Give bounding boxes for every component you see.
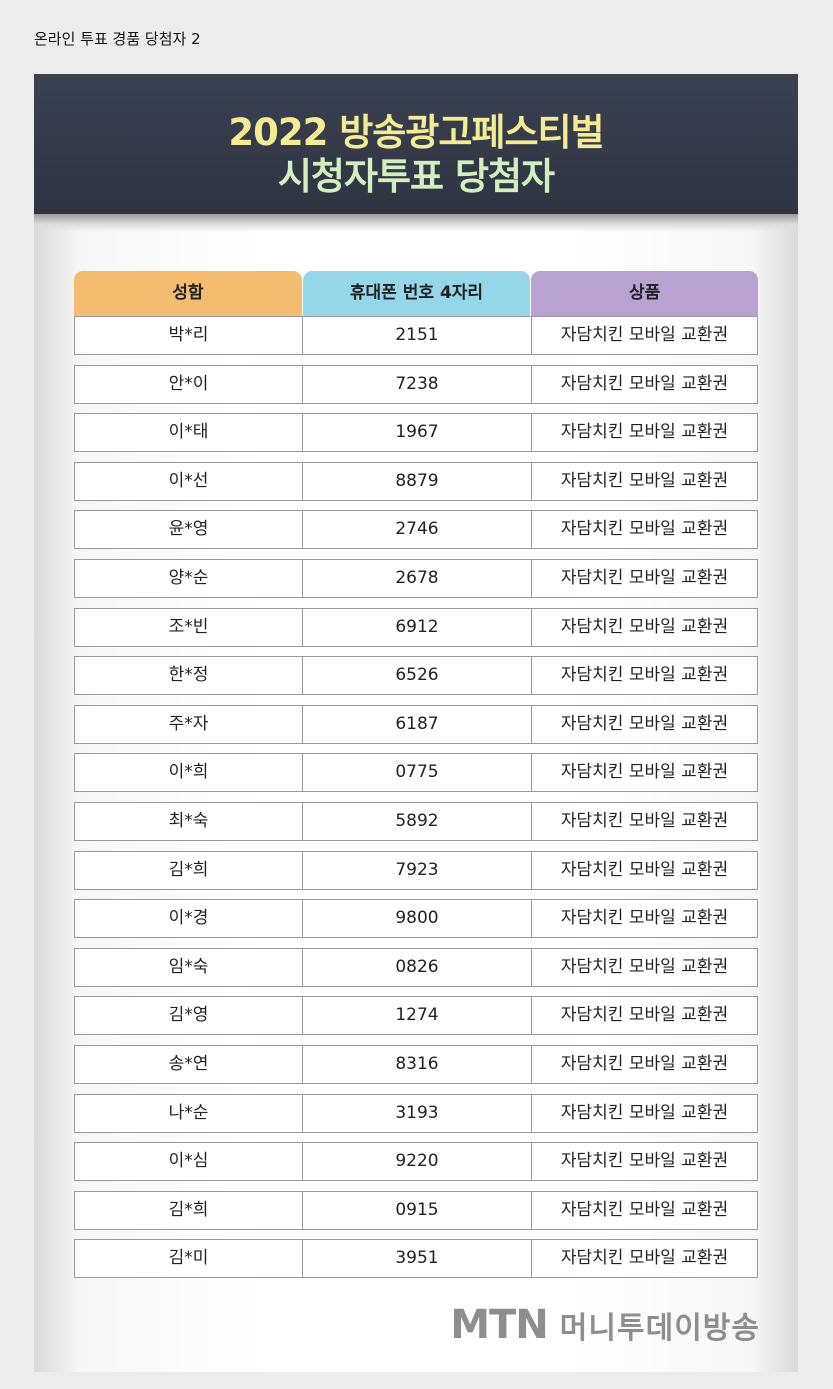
cell-phone: 2678 [303, 559, 532, 597]
table-row: 임*숙 0826 자담치킨 모바일 교환권 [74, 947, 758, 987]
cell-name: 조*빈 [75, 608, 303, 646]
cell-phone: 6187 [303, 705, 532, 743]
cell-phone: 8879 [303, 462, 532, 500]
table-row: 송*연 8316 자담치킨 모바일 교환권 [74, 1044, 758, 1084]
cell-name: 박*리 [75, 317, 303, 354]
table-row: 한*정 6526 자담치킨 모바일 교환권 [74, 656, 758, 696]
cell-phone: 7238 [303, 365, 532, 403]
cell-phone: 6912 [303, 608, 532, 646]
cell-phone: 2746 [303, 511, 532, 549]
cell-prize: 자담치킨 모바일 교환권 [560, 1248, 729, 1269]
table-row: 조*빈 6912 자담치킨 모바일 교환권 [74, 607, 758, 647]
table-row: 이*경 9800 자담치킨 모바일 교환권 [74, 899, 758, 939]
cell-name: 이*희 [75, 754, 303, 792]
winners-card: 2022 방송광고페스티벌 시청자투표 당첨자 성함 휴대폰 번호 4자리 상품… [34, 74, 798, 1372]
cell-phone: 0775 [303, 754, 532, 792]
cell-name: 한*정 [75, 657, 303, 695]
banner-title-line2: 시청자투표 당첨자 [277, 155, 555, 198]
cell-phone: 1274 [303, 997, 532, 1035]
cell-prize: 자담치킨 모바일 교환권 [560, 1151, 729, 1172]
cell-name: 이*선 [75, 462, 303, 500]
cell-name: 나*순 [75, 1094, 303, 1132]
cell-name: 이*심 [75, 1143, 303, 1181]
cell-phone: 0826 [303, 948, 532, 986]
cell-phone: 8316 [303, 1045, 532, 1083]
cell-name: 김*희 [75, 851, 303, 889]
cell-name: 주*자 [75, 705, 303, 743]
cell-phone: 7923 [303, 851, 532, 889]
table-row: 김*영 1274 자담치킨 모바일 교환권 [74, 996, 758, 1036]
cell-phone: 5892 [303, 802, 532, 840]
cell-prize: 자담치킨 모바일 교환권 [560, 713, 729, 734]
cell-name: 김*미 [75, 1240, 303, 1278]
table-row: 이*심 9220 자담치킨 모바일 교환권 [74, 1142, 758, 1182]
mtn-brand-logo: MTN 머니투데이방송 [450, 1302, 760, 1348]
header-prize: 상품 [531, 271, 759, 316]
cell-phone: 9800 [303, 900, 532, 938]
brand-name: 머니투데이방송 [559, 1311, 760, 1346]
cell-prize: 자담치킨 모바일 교환권 [560, 859, 729, 880]
cell-name: 송*연 [75, 1045, 303, 1083]
table-row: 최*숙 5892 자담치킨 모바일 교환권 [74, 801, 758, 841]
cell-phone: 1967 [303, 414, 532, 452]
cell-prize: 자담치킨 모바일 교환권 [560, 325, 729, 345]
cell-prize: 자담치킨 모바일 교환권 [560, 567, 729, 588]
table-row: 김*희 7923 자담치킨 모바일 교환권 [74, 850, 758, 890]
table-row: 이*선 8879 자담치킨 모바일 교환권 [74, 461, 758, 501]
cell-name: 이*태 [75, 414, 303, 452]
cell-prize: 자담치킨 모바일 교환권 [560, 762, 729, 783]
table-row: 주*자 6187 자담치킨 모바일 교환권 [74, 704, 758, 744]
table-row: 박*리 2151 자담치킨 모바일 교환권 [74, 316, 758, 355]
cell-prize: 자담치킨 모바일 교환권 [560, 908, 729, 929]
table-row: 이*태 1967 자담치킨 모바일 교환권 [74, 413, 758, 453]
cell-prize: 자담치킨 모바일 교환권 [560, 616, 729, 637]
brand-logo-text: MTN [450, 1302, 549, 1348]
table-row: 김*희 0915 자담치킨 모바일 교환권 [74, 1190, 758, 1230]
cell-phone: 0915 [303, 1191, 532, 1229]
table-row: 김*미 3951 자담치킨 모바일 교환권 [74, 1239, 758, 1279]
header-phone: 휴대폰 번호 4자리 [302, 271, 531, 316]
cell-prize: 자담치킨 모바일 교환권 [560, 1102, 729, 1123]
cell-name: 이*경 [75, 900, 303, 938]
cell-name: 윤*영 [75, 511, 303, 549]
table-row: 안*이 7238 자담치킨 모바일 교환권 [74, 364, 758, 404]
cell-phone: 3951 [303, 1240, 532, 1278]
winners-table: 성함 휴대폰 번호 4자리 상품 박*리 2151 자담치킨 모바일 교환권 안*이 7… [74, 271, 759, 1288]
cell-name: 양*순 [75, 559, 303, 597]
cell-prize: 자담치킨 모바일 교환권 [560, 519, 729, 540]
cell-name: 최*숙 [75, 802, 303, 840]
title-banner: 2022 방송광고페스티벌 시청자투표 당첨자 [34, 74, 798, 214]
cell-prize: 자담치킨 모바일 교환권 [560, 373, 729, 394]
table-row: 양*순 2678 자담치킨 모바일 교환권 [74, 558, 758, 598]
table-body: 박*리 2151 자담치킨 모바일 교환권 안*이 7238 자담치킨 모바일 교환권 이*… [74, 316, 758, 1279]
cell-phone: 3193 [303, 1094, 532, 1132]
cell-name: 김*희 [75, 1191, 303, 1229]
cell-prize: 자담치킨 모바일 교환권 [560, 470, 729, 491]
table-row: 이*희 0775 자담치킨 모바일 교환권 [74, 753, 758, 793]
cell-phone: 6526 [303, 657, 532, 695]
cell-name: 김*영 [75, 997, 303, 1035]
table-header: 성함 휴대폰 번호 4자리 상품 [74, 271, 759, 316]
cell-name: 안*이 [75, 365, 303, 403]
cell-prize: 자담치킨 모바일 교환권 [560, 956, 729, 977]
header-name: 성함 [74, 271, 302, 316]
cell-prize: 자담치킨 모바일 교환권 [560, 665, 729, 686]
banner-title-line1: 2022 방송광고페스티벌 [228, 111, 604, 154]
cell-prize: 자담치킨 모바일 교환권 [560, 422, 729, 443]
banner-shadow [34, 214, 798, 232]
table-row: 윤*영 2746 자담치킨 모바일 교환권 [74, 510, 758, 550]
cell-phone: 9220 [303, 1143, 532, 1181]
cell-prize: 자담치킨 모바일 교환권 [560, 1053, 729, 1074]
cell-name: 임*숙 [75, 948, 303, 986]
table-row: 나*순 3193 자담치킨 모바일 교환권 [74, 1093, 758, 1133]
page-label: 온라인 투표 경품 당첨자 2 [34, 30, 201, 48]
cell-prize: 자담치킨 모바일 교환권 [560, 810, 729, 831]
cell-prize: 자담치킨 모바일 교환권 [560, 1199, 729, 1220]
cell-prize: 자담치킨 모바일 교환권 [560, 1005, 729, 1026]
cell-phone: 2151 [303, 317, 532, 354]
